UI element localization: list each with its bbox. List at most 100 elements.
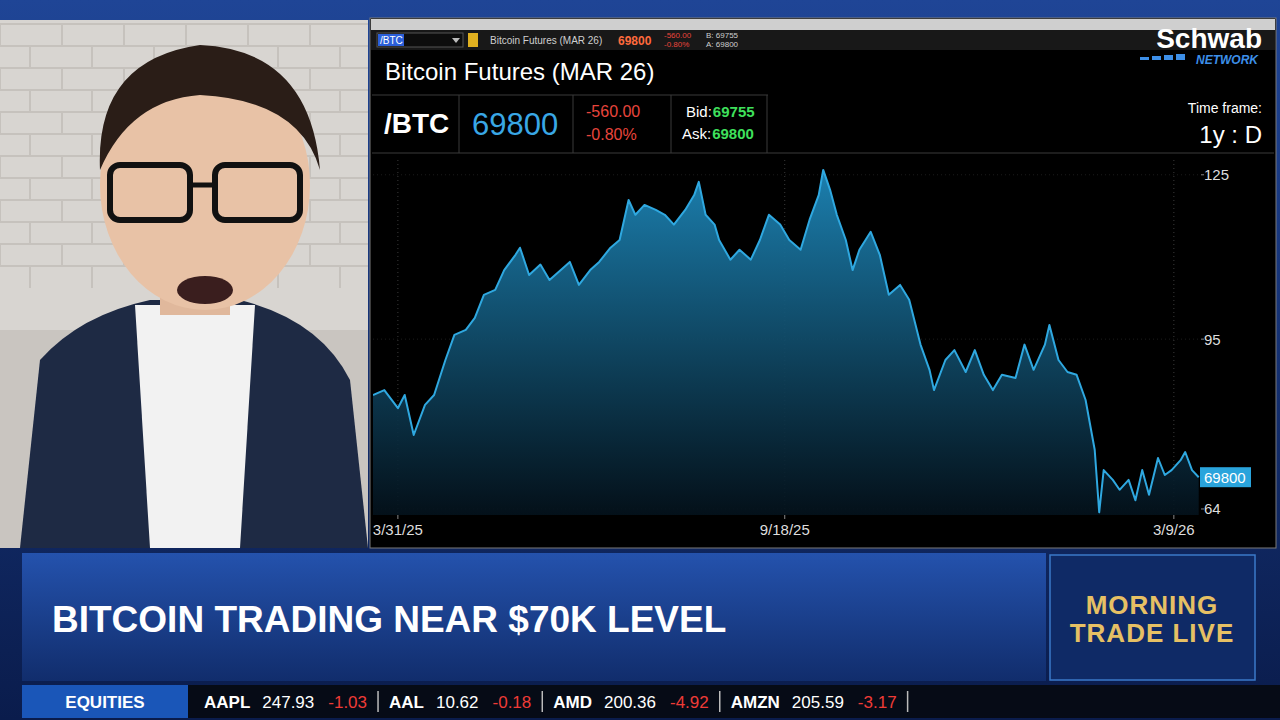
price-line bbox=[373, 170, 1199, 512]
brick-line bbox=[29, 46, 31, 68]
logo-dash bbox=[1176, 54, 1185, 60]
brick-line bbox=[309, 68, 311, 90]
ticker-separator bbox=[907, 691, 909, 712]
logo-dash bbox=[1140, 57, 1149, 60]
brick-line bbox=[61, 200, 63, 222]
y-tick-label: 95 bbox=[1204, 331, 1221, 348]
brick-line bbox=[29, 134, 31, 156]
toolbar-ask: A: 69800 bbox=[706, 40, 739, 49]
brick-line bbox=[309, 244, 311, 266]
divider bbox=[767, 95, 768, 153]
suit bbox=[20, 300, 368, 548]
brick-line bbox=[29, 178, 31, 200]
brick-line bbox=[29, 90, 31, 112]
presenter-video bbox=[0, 20, 368, 548]
brick-line bbox=[29, 266, 31, 288]
divider bbox=[671, 95, 672, 153]
ticker-separator bbox=[542, 691, 544, 712]
y-tick-label: 64 bbox=[1204, 500, 1221, 517]
brick-line bbox=[61, 156, 63, 178]
brick-line bbox=[91, 222, 93, 244]
divider bbox=[573, 95, 574, 153]
x-tick bbox=[1173, 515, 1174, 519]
headline-band bbox=[22, 553, 1046, 681]
ticker-symbol: AMD bbox=[553, 693, 592, 712]
ticker-change: -4.92 bbox=[670, 693, 709, 712]
brick-line bbox=[123, 24, 125, 46]
brick-line bbox=[0, 45, 368, 47]
brick-line bbox=[61, 244, 63, 266]
glasses bbox=[215, 165, 300, 220]
brick-line bbox=[339, 134, 341, 156]
brick-line bbox=[339, 90, 341, 112]
brick-line bbox=[91, 266, 93, 288]
symbol-input bbox=[377, 33, 463, 47]
ticker-separator bbox=[719, 691, 721, 712]
toolbar-price: 69800 bbox=[618, 34, 652, 48]
divider bbox=[372, 153, 1274, 154]
brick-line bbox=[309, 24, 311, 46]
headline: BITCOIN TRADING NEAR $70K LEVEL bbox=[52, 599, 726, 640]
brick-line bbox=[91, 90, 93, 112]
ticker-change: -1.03 bbox=[328, 693, 367, 712]
toolbar-title: Bitcoin Futures (MAR 26) bbox=[490, 35, 602, 46]
window-title-bar bbox=[371, 19, 1275, 30]
ask-label: Ask: bbox=[682, 125, 711, 142]
toolbar-bid: B: 69755 bbox=[706, 31, 739, 40]
toolbar-pct: -0.80% bbox=[664, 40, 689, 49]
dropdown-arrow bbox=[452, 38, 460, 43]
quote-change: -560.00 bbox=[586, 103, 640, 120]
brick-line bbox=[185, 24, 187, 46]
toolbar bbox=[371, 30, 1275, 50]
ticker-price: 205.59 bbox=[792, 693, 844, 712]
network-sub: NETWORK bbox=[1196, 53, 1259, 67]
quote-price: 69800 bbox=[472, 107, 558, 142]
ticker-price: 200.36 bbox=[604, 693, 656, 712]
brick-line bbox=[247, 24, 249, 46]
brick-line bbox=[91, 134, 93, 156]
brick-line bbox=[29, 222, 31, 244]
brick-line bbox=[277, 46, 279, 68]
ask-value: 69800 bbox=[712, 125, 754, 142]
ticker-symbol: AAL bbox=[389, 693, 424, 712]
x-tick bbox=[397, 515, 398, 519]
help-icon bbox=[468, 33, 478, 47]
bid-label: Bid: bbox=[686, 103, 712, 120]
brick-line bbox=[0, 24, 1, 46]
hair bbox=[100, 45, 320, 170]
ticker-tab bbox=[22, 685, 188, 718]
toolbar-change: -560.00 bbox=[664, 31, 692, 40]
ticker-category: EQUITIES bbox=[65, 693, 144, 712]
logo-dash bbox=[1164, 55, 1173, 60]
grid-line-x bbox=[1173, 160, 1174, 515]
chart-window bbox=[370, 18, 1276, 548]
brick-line bbox=[0, 156, 1, 178]
glasses bbox=[110, 165, 190, 220]
grid-line-y bbox=[373, 174, 1201, 175]
brick-line bbox=[339, 222, 341, 244]
plot-area bbox=[373, 170, 1199, 515]
price-area bbox=[373, 170, 1199, 515]
brick-line bbox=[339, 266, 341, 288]
wall bbox=[0, 20, 368, 548]
brick-line bbox=[61, 68, 63, 90]
brick-line bbox=[0, 68, 1, 90]
show-box bbox=[1050, 555, 1255, 680]
time-frame-label: Time frame: bbox=[1188, 100, 1262, 116]
time-frame: 1y : D bbox=[1199, 121, 1262, 148]
x-tick-label: 9/18/25 bbox=[760, 521, 810, 538]
brick-line bbox=[91, 178, 93, 200]
logo-dash bbox=[1152, 56, 1161, 60]
brick-line bbox=[0, 200, 1, 222]
symbol-input-text: /BTC bbox=[380, 35, 403, 46]
brick-line bbox=[61, 112, 63, 134]
shirt bbox=[135, 305, 255, 548]
selection bbox=[378, 34, 404, 46]
divider bbox=[372, 95, 768, 96]
brick-line bbox=[0, 244, 1, 266]
ticker-price: 10.62 bbox=[436, 693, 479, 712]
x-tick-label: 3/31/25 bbox=[373, 521, 423, 538]
brick-line bbox=[0, 112, 1, 134]
brick-line bbox=[91, 46, 93, 68]
ticker-price: 247.93 bbox=[262, 693, 314, 712]
